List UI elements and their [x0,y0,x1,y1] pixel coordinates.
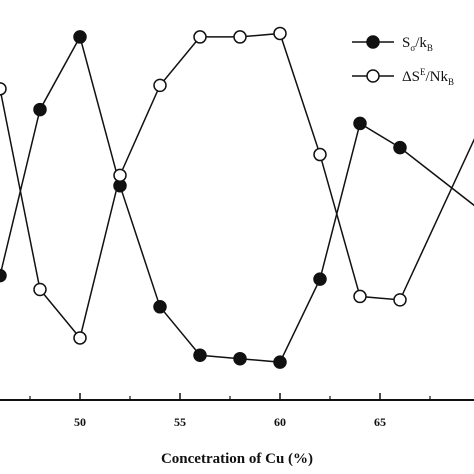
legend: Sσ/kB ΔSE/NkB [352,35,454,87]
data-point [393,140,407,155]
data-point [393,293,407,307]
data-point [313,272,327,286]
data-point [113,168,127,183]
legend-marker [366,35,380,49]
x-axis: 50 55 60 65 [29,393,431,429]
data-point [153,78,167,93]
data-point [233,351,247,366]
data-point [233,30,247,44]
data-point [73,30,87,44]
x-tick-label: 60 [274,415,286,429]
x-axis-title: Concetration of Cu (%) [161,451,313,467]
data-point [273,26,287,41]
series-line [0,34,474,363]
legend-entry-1: Sσ/kB [352,35,433,53]
legend-label: ΔSE/NkB [402,67,454,87]
series-2 [0,26,474,345]
data-point [193,30,207,44]
data-point [153,300,167,314]
data-point [273,355,287,369]
x-tick-label: 55 [174,415,186,429]
data-point [313,147,327,162]
data-point [73,331,87,345]
legend-label: Sσ/kB [402,35,433,53]
legend-entry-2: ΔSE/NkB [352,67,454,87]
data-point [33,282,47,297]
x-tick-label: 50 [74,415,86,429]
data-point [193,348,207,362]
legend-marker [366,69,380,83]
data-point [353,116,367,131]
data-point [0,82,7,96]
data-point [0,268,7,283]
x-tick-label: 65 [374,415,386,429]
data-point [353,289,367,304]
data-point [33,102,47,117]
series-layer [0,26,474,369]
